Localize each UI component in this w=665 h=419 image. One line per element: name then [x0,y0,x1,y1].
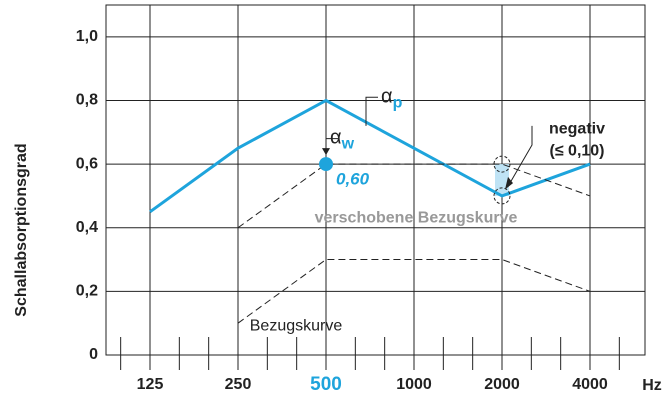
deviation-band [495,164,509,196]
x-tick-label: 2000 [484,376,520,393]
y-tick-label: 0,8 [76,92,98,109]
deviation-marker [493,187,511,205]
alpha-w-label: αw [330,127,355,153]
plot-frame [105,4,646,356]
subscript: p [393,94,403,111]
line-series [237,163,591,229]
alpha-w-point [319,157,333,172]
x-axis-label: Hz [642,377,662,394]
y-tick-label: 0,2 [76,283,98,300]
symbol: α [381,86,393,108]
arrowhead [505,176,513,190]
y-tick-label: 0,4 [76,219,98,236]
y-tick-label: 1,0 [76,28,98,45]
symbol: α [330,127,342,149]
x-tick-label: 500 [310,374,342,395]
x-tick-label: 125 [137,376,164,393]
value-label: 0,60 [336,169,370,188]
subscript: w [341,136,355,153]
leader [325,138,338,153]
annotation: (≤ 0,10) [549,143,604,160]
series-label: αp [381,86,403,112]
leader [365,96,378,126]
x-tick-label: 250 [225,376,252,393]
leader [507,125,533,187]
line-series [237,259,591,324]
x-tick-label: 4000 [572,376,608,393]
arrowhead [322,148,330,156]
annotation: negativ [549,120,605,137]
line-series [149,98,591,214]
y-tick-label: 0 [89,346,98,363]
series-label: Bezugskurve [250,318,343,335]
x-tick-label: 1000 [396,376,432,393]
y-tick-label: 0,6 [76,155,98,172]
deviation-marker [493,155,511,173]
series-label: verschobene Bezugskurve [315,209,518,226]
y-axis-label: Schallabsorptionsgrad [13,143,30,316]
